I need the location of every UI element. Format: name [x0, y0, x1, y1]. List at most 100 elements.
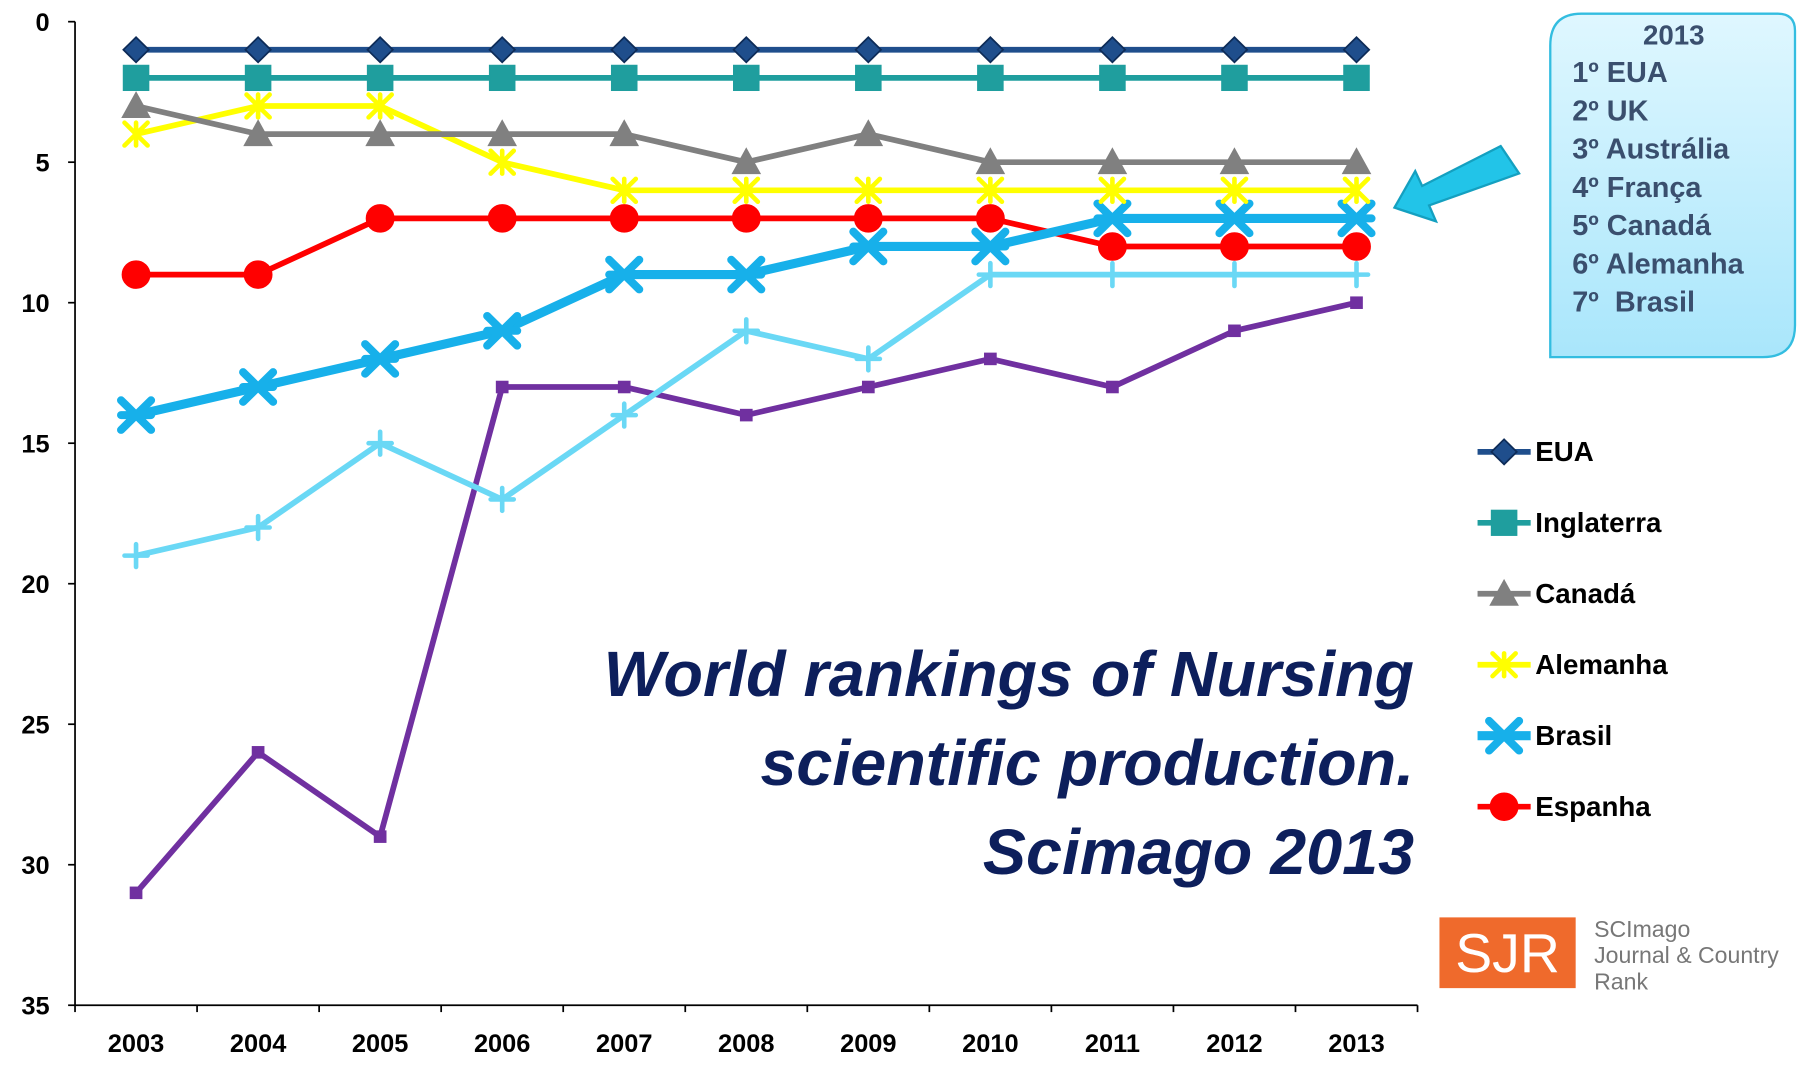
point-marker — [1342, 36, 1371, 64]
point-marker — [849, 227, 888, 266]
chart-title: World rankings of Nursing — [604, 638, 1414, 710]
point-marker — [1097, 147, 1128, 175]
legend-label: Espanha — [1535, 791, 1651, 822]
callout-item: 2º UK — [1572, 96, 1649, 128]
point-marker — [984, 352, 997, 366]
point-marker — [1106, 380, 1119, 394]
x-tick-label: 2010 — [962, 1030, 1018, 1058]
point-marker — [1097, 232, 1127, 261]
point-marker — [1341, 147, 1372, 175]
y-tick-label: 25 — [21, 711, 49, 739]
point-marker — [122, 64, 150, 92]
point-marker — [1337, 199, 1376, 238]
point-marker — [1221, 64, 1248, 92]
point-marker — [610, 64, 638, 92]
y-tick-label: 20 — [21, 571, 49, 599]
x-tick-label: 2006 — [474, 1030, 530, 1058]
legend-label: Alemanha — [1535, 649, 1668, 680]
point-marker — [609, 204, 639, 233]
point-marker — [1099, 64, 1126, 92]
point-marker — [610, 36, 639, 64]
point-marker — [976, 260, 1005, 289]
point-marker — [731, 204, 761, 233]
x-tick-label: 2008 — [718, 1030, 774, 1058]
point-marker — [243, 260, 273, 289]
point-marker — [487, 204, 517, 233]
point-marker — [727, 255, 766, 294]
point-marker — [117, 396, 156, 434]
point-marker — [977, 64, 1004, 92]
point-marker — [609, 119, 640, 147]
y-tick-label: 15 — [21, 430, 49, 458]
point-marker — [854, 36, 883, 64]
point-marker — [122, 541, 150, 570]
point-marker — [853, 119, 884, 147]
point-marker — [732, 36, 761, 64]
point-marker — [731, 147, 762, 175]
point-marker — [365, 119, 395, 147]
point-marker — [251, 746, 265, 759]
callout-item: 7º Brasil — [1572, 287, 1695, 319]
legend-marker — [1489, 792, 1519, 821]
point-marker — [239, 368, 278, 406]
legend-label: EUA — [1535, 436, 1594, 467]
point-marker — [854, 345, 883, 373]
y-tick-label: 35 — [21, 992, 49, 1020]
point-marker — [244, 36, 273, 64]
point-marker — [243, 119, 273, 147]
chart-title: Scimago 2013 — [983, 816, 1414, 888]
legend-marker — [1490, 651, 1518, 679]
y-tick-label: 0 — [36, 9, 50, 37]
x-tick-label: 2009 — [840, 1030, 896, 1058]
point-marker — [733, 64, 760, 92]
point-marker — [861, 380, 875, 394]
callout-item: 1º EUA — [1572, 57, 1668, 89]
y-tick-label: 10 — [21, 290, 49, 318]
point-marker — [488, 64, 516, 92]
point-marker — [1342, 260, 1371, 289]
point-marker — [244, 64, 272, 92]
point-marker — [488, 485, 517, 514]
point-marker — [605, 255, 644, 294]
legend-label: Canadá — [1535, 578, 1636, 609]
x-tick-label: 2007 — [596, 1030, 652, 1058]
point-marker — [855, 64, 882, 92]
logo-mark: SJR — [1455, 922, 1560, 984]
point-marker — [975, 204, 1005, 233]
callout-item: 3º Austrália — [1572, 134, 1730, 166]
point-marker — [244, 92, 272, 120]
y-tick-label: 5 — [36, 149, 50, 177]
point-marker — [1215, 199, 1254, 238]
point-marker — [1220, 36, 1249, 64]
point-marker — [610, 176, 639, 204]
callout-item: 6º Alemanha — [1572, 248, 1744, 280]
legend-label: Brasil — [1535, 720, 1612, 751]
legend-label: Inglaterra — [1535, 507, 1662, 538]
logo-text: Rank — [1594, 968, 1648, 994]
point-marker — [495, 380, 509, 394]
chart-title: scientific production. — [760, 727, 1414, 799]
point-marker — [122, 120, 150, 148]
point-marker — [853, 204, 883, 233]
point-marker — [366, 429, 394, 457]
point-marker — [1220, 176, 1249, 204]
point-marker — [488, 36, 517, 64]
logo-text: SCImago — [1594, 916, 1690, 942]
point-marker — [373, 830, 387, 843]
point-marker — [121, 91, 151, 118]
point-marker — [1098, 176, 1127, 204]
point-marker — [976, 176, 1005, 204]
point-marker — [366, 64, 394, 92]
point-marker — [487, 119, 518, 147]
x-tick-label: 2011 — [1085, 1030, 1140, 1058]
callout-box — [1549, 12, 1797, 359]
point-marker — [732, 317, 761, 345]
callout-arrow — [1392, 144, 1521, 224]
callout-title: 2013 — [1643, 20, 1705, 51]
x-tick-label: 2005 — [352, 1030, 408, 1058]
callout-item: 4º França — [1572, 172, 1702, 204]
point-marker — [1342, 176, 1371, 204]
point-marker — [975, 147, 1006, 175]
series-line — [133, 299, 1358, 895]
